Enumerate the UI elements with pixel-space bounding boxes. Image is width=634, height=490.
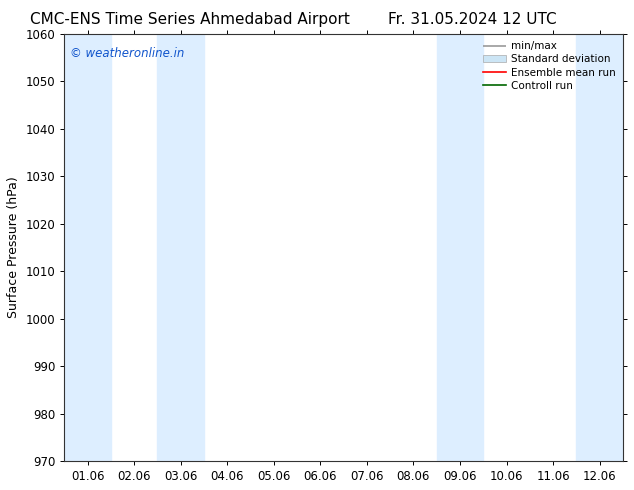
Legend: min/max, Standard deviation, Ensemble mean run, Controll run: min/max, Standard deviation, Ensemble me… (479, 37, 620, 95)
Text: © weatheronline.in: © weatheronline.in (70, 47, 184, 60)
Bar (437, 34, 483, 461)
Y-axis label: Surface Pressure (hPa): Surface Pressure (hPa) (7, 176, 20, 318)
Bar (157, 34, 204, 461)
Bar (576, 34, 623, 461)
Text: CMC-ENS Time Series Ahmedabad Airport: CMC-ENS Time Series Ahmedabad Airport (30, 12, 350, 27)
Text: Fr. 31.05.2024 12 UTC: Fr. 31.05.2024 12 UTC (388, 12, 557, 27)
Bar (64, 34, 111, 461)
